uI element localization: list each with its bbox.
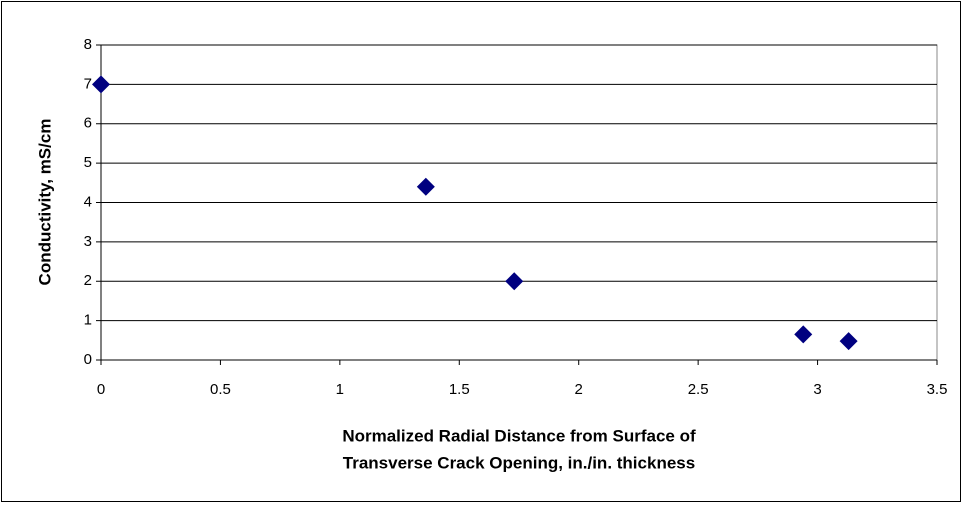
point xyxy=(505,272,524,291)
point xyxy=(92,75,110,94)
y-tick-label: 7 xyxy=(84,75,92,92)
x-tick-label: 3 xyxy=(813,381,821,398)
y-tick-label: 2 xyxy=(84,272,92,289)
y-tick-label: 1 xyxy=(84,312,92,329)
x-tick-label: 3.5 xyxy=(927,381,948,398)
y-tick-label: 0 xyxy=(84,351,92,368)
y-tick-label: 5 xyxy=(84,154,92,171)
x-tick-label: 1 xyxy=(336,381,344,398)
x-axis-label: Transverse Crack Opening, in./in. thickn… xyxy=(343,453,695,472)
x-axis-label: Normalized Radial Distance from Surface … xyxy=(342,426,696,445)
x-tick-label: 0 xyxy=(97,381,105,398)
y-axis-label: Conductivity, mS/cm xyxy=(35,119,54,286)
y-tick-label: 3 xyxy=(84,233,92,250)
y-tick-label: 4 xyxy=(84,193,92,210)
point xyxy=(839,332,858,351)
y-tick-label: 6 xyxy=(84,115,92,132)
x-tick-label: 2 xyxy=(575,381,583,398)
x-tick-label: 2.5 xyxy=(688,381,709,398)
x-tick-label: 0.5 xyxy=(210,381,231,398)
point xyxy=(416,177,435,196)
y-tick-label: 8 xyxy=(84,36,92,53)
x-tick-label: 1.5 xyxy=(449,381,470,398)
point xyxy=(794,325,813,344)
